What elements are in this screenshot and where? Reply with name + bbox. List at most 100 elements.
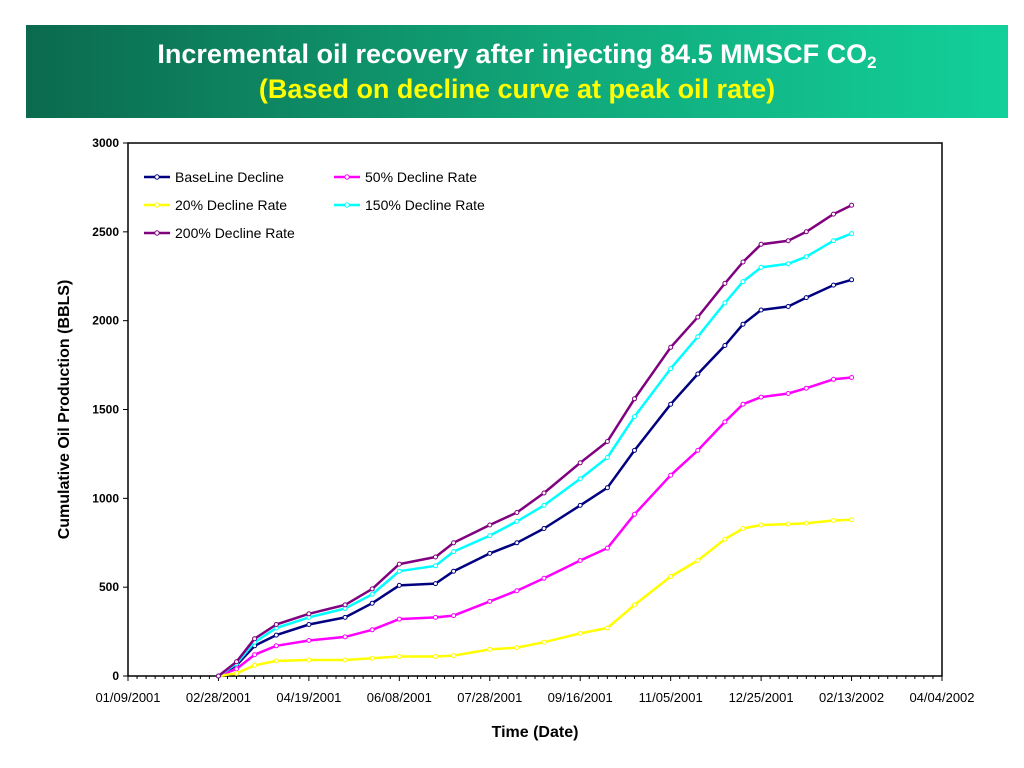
data-point bbox=[234, 670, 239, 676]
data-point bbox=[342, 657, 348, 663]
legend-marker bbox=[154, 230, 160, 236]
data-point bbox=[740, 526, 746, 531]
data-point bbox=[740, 321, 746, 327]
data-point bbox=[758, 264, 764, 270]
y-axis-label: Cumulative Oil Production (BBLS) bbox=[56, 280, 73, 540]
data-point bbox=[342, 602, 348, 608]
y-tick-label: 2500 bbox=[92, 225, 119, 239]
data-point bbox=[273, 632, 279, 638]
x-tick-label: 07/28/2001 bbox=[457, 690, 522, 705]
legend-label: 200% Decline Rate bbox=[175, 225, 295, 241]
data-point bbox=[514, 588, 520, 594]
data-point bbox=[803, 295, 809, 301]
data-point bbox=[451, 653, 457, 659]
data-point bbox=[758, 522, 764, 528]
chart-subtitle: (Based on decline curve at peak oil rate… bbox=[258, 74, 776, 104]
x-tick-label: 11/05/2001 bbox=[639, 690, 703, 705]
data-point bbox=[740, 279, 746, 285]
y-tick-label: 0 bbox=[112, 669, 119, 683]
x-tick-label: 02/28/2001 bbox=[186, 690, 251, 705]
data-point bbox=[396, 568, 402, 574]
data-point bbox=[273, 658, 279, 664]
data-point bbox=[433, 581, 438, 587]
data-point bbox=[604, 485, 610, 491]
data-point bbox=[632, 602, 637, 608]
data-point bbox=[831, 518, 836, 523]
title-subscript: 2 bbox=[867, 53, 877, 72]
data-point bbox=[831, 211, 836, 217]
data-point bbox=[541, 502, 547, 508]
data-point bbox=[396, 654, 402, 659]
legend-label: 150% Decline Rate bbox=[365, 197, 485, 213]
data-point bbox=[514, 645, 520, 651]
data-point bbox=[252, 662, 258, 668]
data-point bbox=[306, 638, 312, 643]
data-point bbox=[695, 334, 701, 340]
data-point bbox=[433, 614, 438, 620]
data-point bbox=[604, 439, 610, 444]
y-tick-label: 1500 bbox=[92, 403, 119, 417]
data-point bbox=[451, 549, 457, 555]
data-point bbox=[396, 561, 402, 567]
data-point bbox=[785, 261, 791, 267]
legend-label: 20% Decline Rate bbox=[175, 197, 287, 213]
data-point bbox=[632, 447, 637, 453]
y-tick-label: 2000 bbox=[92, 314, 119, 328]
data-point bbox=[803, 520, 809, 526]
data-point bbox=[668, 401, 674, 407]
legend-marker bbox=[344, 174, 350, 180]
data-point bbox=[831, 282, 836, 288]
data-point bbox=[785, 304, 791, 309]
data-point bbox=[577, 630, 583, 636]
data-point bbox=[541, 575, 547, 581]
x-axis-label: Time (Date) bbox=[492, 724, 579, 741]
data-point bbox=[487, 646, 493, 652]
data-point bbox=[758, 241, 764, 247]
data-point bbox=[433, 654, 438, 659]
legend-label: BaseLine Decline bbox=[175, 169, 284, 185]
data-point bbox=[849, 231, 855, 237]
data-point bbox=[433, 563, 438, 569]
data-point bbox=[234, 666, 239, 672]
data-point bbox=[722, 343, 728, 348]
data-point bbox=[577, 502, 583, 508]
data-point bbox=[577, 558, 583, 563]
data-point bbox=[369, 591, 375, 597]
legend-marker bbox=[154, 202, 160, 208]
x-tick-label: 04/19/2001 bbox=[276, 690, 341, 705]
data-point bbox=[306, 657, 312, 663]
y-tick-label: 3000 bbox=[92, 136, 119, 150]
data-point bbox=[514, 540, 520, 546]
data-point bbox=[487, 598, 493, 604]
x-tick-label: 09/16/2001 bbox=[548, 690, 613, 705]
data-point bbox=[785, 238, 791, 244]
data-point bbox=[369, 655, 375, 661]
data-point bbox=[695, 558, 701, 563]
data-point bbox=[252, 636, 258, 642]
data-point bbox=[604, 455, 610, 460]
chart-title: Incremental oil recovery after injecting… bbox=[157, 39, 877, 72]
data-point bbox=[740, 259, 746, 265]
data-point bbox=[722, 419, 728, 425]
data-point bbox=[803, 385, 809, 391]
data-point bbox=[369, 600, 375, 606]
data-point bbox=[234, 659, 239, 665]
data-point bbox=[668, 366, 674, 372]
data-point bbox=[451, 540, 457, 546]
data-point bbox=[541, 526, 547, 531]
data-point bbox=[541, 639, 547, 645]
legend-label: 50% Decline Rate bbox=[365, 169, 477, 185]
data-point bbox=[722, 300, 728, 306]
y-tick-label: 1000 bbox=[92, 491, 119, 505]
data-point bbox=[273, 643, 279, 649]
data-point bbox=[433, 554, 438, 560]
data-point bbox=[577, 476, 583, 482]
data-point bbox=[487, 550, 493, 556]
data-point bbox=[785, 521, 791, 527]
data-point bbox=[849, 277, 855, 283]
data-point bbox=[514, 510, 520, 515]
data-point bbox=[632, 414, 637, 420]
data-point bbox=[849, 375, 855, 380]
x-tick-label: 06/08/2001 bbox=[367, 690, 432, 705]
